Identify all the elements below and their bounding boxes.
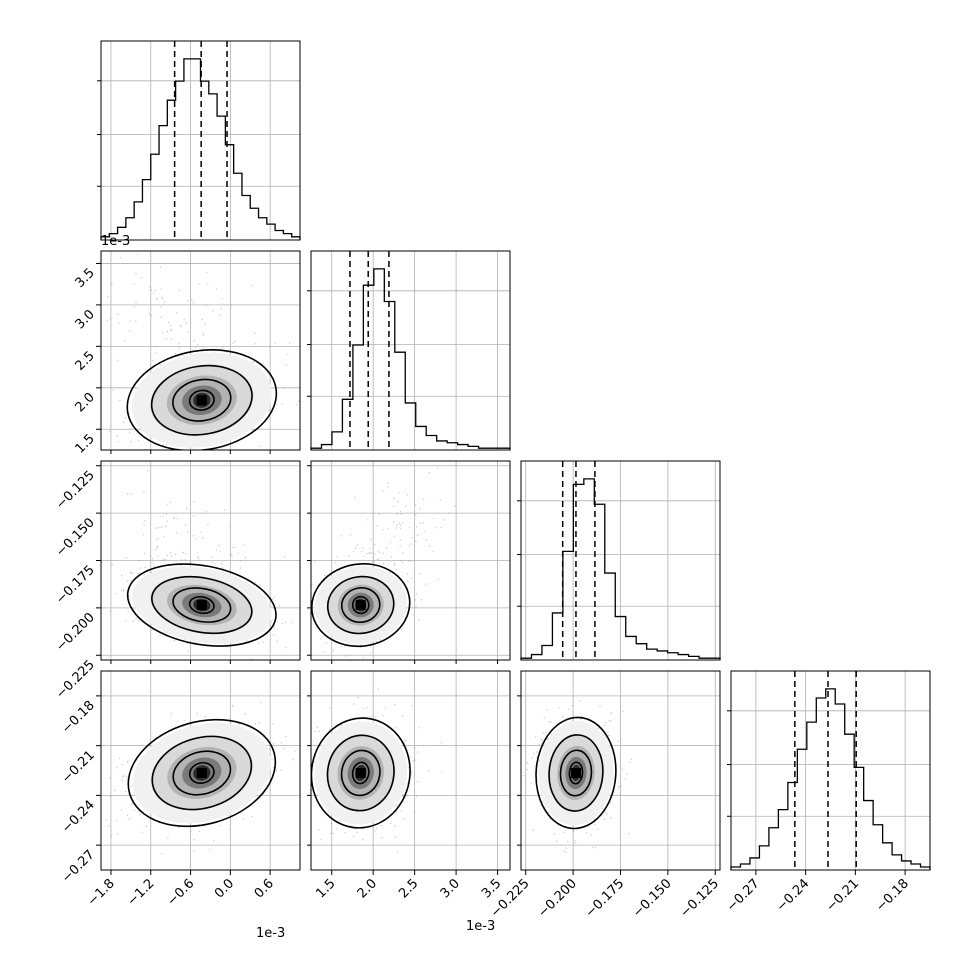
y-tick-label: −0.21 [59, 748, 98, 787]
y-tick-label: 2.5 [73, 349, 98, 374]
density-peak [355, 600, 366, 611]
scatter-frame [100, 250, 301, 451]
y-tick-label: −0.200 [53, 610, 98, 655]
histogram-frame [520, 460, 721, 661]
panel-content [311, 461, 471, 659]
histogram-line [520, 478, 721, 660]
x-offset-label-p0: 1e-3 [256, 926, 285, 941]
histogram-frame [730, 670, 931, 871]
scatter-panel-2-3 [520, 670, 721, 871]
contour-line [548, 734, 604, 812]
scatter-panel-1-2 [310, 460, 511, 661]
density-peak [196, 600, 207, 611]
contour-line [126, 563, 277, 647]
x-tick-label: −0.6 [164, 876, 197, 909]
panel-content [101, 470, 293, 660]
x-tick-label: −1.2 [125, 876, 158, 909]
contour-line [340, 587, 381, 624]
contour-line [172, 378, 232, 422]
y-tick-label: 3.0 [73, 307, 98, 332]
contour-line [559, 749, 593, 797]
contour-line [568, 761, 584, 785]
x-tick-label: −0.200 [535, 876, 580, 921]
x-tick-label: −0.150 [630, 876, 675, 921]
y-tick-label: 3.5 [73, 266, 98, 291]
scatter-panel-1-3 [310, 670, 511, 871]
y-tick-label: 1.5 [73, 431, 98, 456]
x-tick-label: −1.8 [85, 876, 118, 909]
scatter-panel-0-1 [100, 250, 301, 451]
histogram-panel-2 [517, 460, 721, 661]
contour-line [172, 587, 232, 623]
contour-line [188, 389, 215, 411]
x-tick-label: −0.24 [774, 876, 813, 915]
density-peak [196, 395, 207, 406]
x-tick-label: 2.0 [355, 876, 380, 901]
x-tick-label: −0.125 [677, 876, 722, 921]
contour-line [126, 349, 278, 450]
contour-line [150, 364, 253, 436]
y-tick-label: −0.27 [59, 847, 98, 886]
scatter-frame [100, 670, 301, 871]
x-tick-label: 1.5 [313, 876, 338, 901]
density-peak [570, 767, 581, 778]
contour-line [351, 595, 370, 615]
contour-line [151, 576, 253, 635]
histogram-line [730, 688, 931, 870]
y-tick-label: −0.18 [59, 698, 98, 737]
contour-line [351, 761, 370, 785]
scatter-panel-0-3 [100, 670, 301, 871]
histogram-frame [310, 250, 511, 451]
x-tick-label: 2.5 [396, 876, 421, 901]
histogram-panel-1 [307, 250, 511, 451]
x-tick-label: 0.0 [212, 876, 237, 901]
contour-line [151, 735, 253, 811]
contour-line [127, 718, 277, 828]
x-tick-label: −0.27 [724, 876, 763, 915]
contour-line [188, 761, 215, 784]
y-tick-label: −0.24 [59, 798, 98, 837]
panel-content [105, 701, 296, 855]
density-peak [196, 767, 207, 778]
contour-line [172, 750, 232, 796]
y-tick-label: 2.0 [73, 390, 98, 415]
x-tick-label: −0.175 [583, 876, 628, 921]
panel-content [311, 688, 443, 854]
panel-content [106, 253, 300, 450]
scatter-panel-0-2 [100, 460, 301, 661]
y-tick-label: −0.175 [53, 563, 98, 608]
contour-line [188, 595, 215, 615]
x-tick-label: −0.18 [873, 876, 912, 915]
contour-line [311, 717, 411, 829]
x-offset-label-p1: 1e-3 [466, 919, 495, 934]
histogram-panel-3 [727, 670, 931, 871]
contour-line [535, 716, 617, 830]
contour-line [326, 734, 395, 812]
density-peak [355, 767, 366, 778]
panel-content [523, 700, 632, 853]
y-offset-label: 1e-3 [101, 234, 130, 249]
y-tick-label: −0.125 [53, 468, 98, 513]
contour-line [311, 562, 411, 648]
histogram-frame [100, 40, 301, 241]
scatter-frame [310, 670, 511, 871]
x-tick-label: 0.6 [252, 876, 277, 901]
contour-line [326, 575, 395, 635]
histogram-line [310, 268, 511, 450]
contour-line [340, 749, 381, 797]
x-tick-label: 3.0 [438, 876, 463, 901]
y-tick-label: −0.225 [53, 657, 98, 702]
histogram-panel-0 [97, 40, 301, 241]
x-tick-label: −0.21 [823, 876, 862, 915]
y-tick-label: −0.150 [53, 515, 98, 560]
